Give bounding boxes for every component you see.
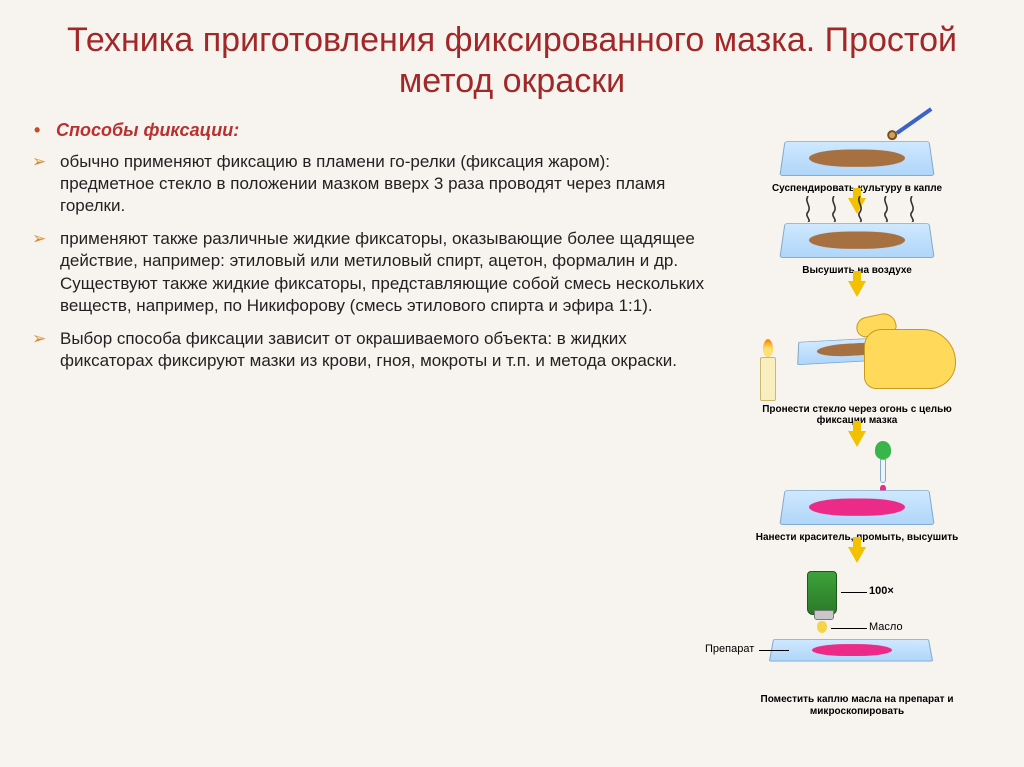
bullet-item: обычно применяют фиксацию в пламени го-р… (56, 151, 708, 218)
smear-stained-icon (811, 644, 892, 656)
dropper-icon (872, 441, 894, 487)
callout-label: Масло (869, 621, 903, 633)
oil-drop-icon (817, 621, 827, 633)
objective-lens-icon (807, 571, 837, 615)
diagram-step-4: Нанести краситель, промыть, высушить (722, 451, 992, 544)
callout-preparation: Препарат (705, 643, 754, 655)
glass-slide-icon (779, 141, 934, 176)
diagram-step-3: Пронести стекло через огонь с целью фикс… (722, 301, 992, 427)
callout-label: Препарат (705, 643, 754, 655)
subheading: Способы фиксации: (56, 120, 708, 141)
slide-body: Способы фиксации: обычно применяют фикса… (28, 120, 996, 718)
slide-root: Техника приготовления фиксированного маз… (0, 0, 1024, 767)
bullet-list: обычно применяют фиксацию в пламени го-р… (56, 151, 708, 373)
diagram-step-2: Высушить на воздухе (722, 218, 992, 277)
slide-title: Техника приготовления фиксированного маз… (28, 20, 996, 102)
flow-arrow-icon (848, 431, 866, 447)
diagram-column: Суспендировать культуру в капле (722, 120, 992, 718)
bullet-item: Выбор способа фиксации зависит от окраши… (56, 328, 708, 373)
callout-magnification: 100× (869, 585, 894, 597)
callout-label: 100× (869, 585, 894, 597)
bullet-item: применяют также различные жидкие фиксато… (56, 228, 708, 318)
flame-icon (763, 339, 773, 357)
flame-fixation-icon (752, 301, 962, 401)
candle-icon (760, 357, 776, 401)
glass-slide-icon (779, 223, 934, 258)
hand-icon (806, 307, 956, 393)
diagram-step-1: Суспендировать культуру в капле (722, 120, 992, 195)
flow-arrow-icon (848, 281, 866, 297)
smear-stained-icon (808, 498, 906, 515)
diagram-step-5: 100× Масло Препарат Поместить каплю масл… (722, 567, 992, 717)
glass-slide-icon (779, 490, 934, 525)
glass-slide-icon (769, 639, 933, 661)
text-column: Способы фиксации: обычно применяют фикса… (28, 120, 708, 718)
smear-icon (808, 232, 906, 249)
smear-icon (808, 149, 906, 166)
step-caption: Поместить каплю масла на препарат и микр… (747, 694, 967, 717)
callout-oil: Масло (869, 621, 903, 633)
heat-waves-icon (802, 196, 918, 222)
flow-arrow-icon (848, 547, 866, 563)
microscope-icon: 100× Масло Препарат (757, 571, 957, 691)
